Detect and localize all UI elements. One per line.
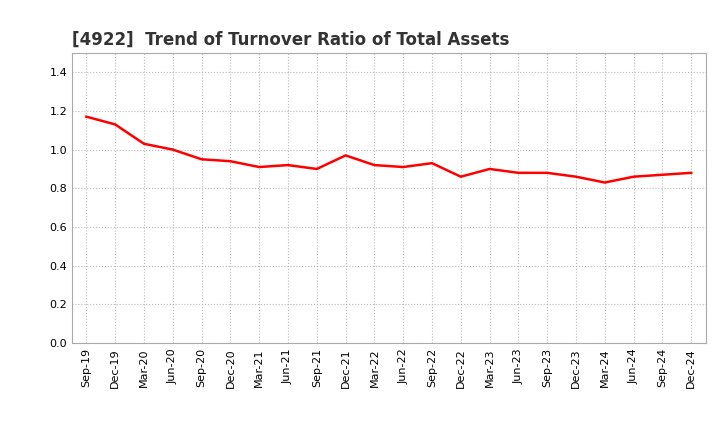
Text: [4922]  Trend of Turnover Ratio of Total Assets: [4922] Trend of Turnover Ratio of Total … bbox=[72, 31, 509, 49]
